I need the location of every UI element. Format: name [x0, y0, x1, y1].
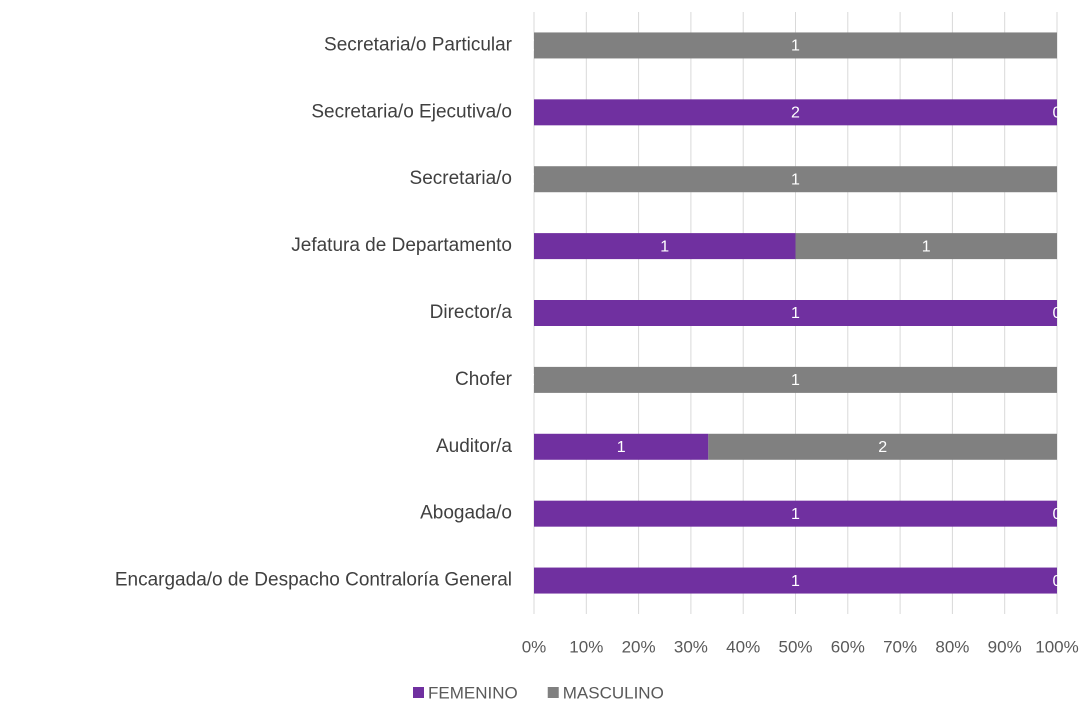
x-tick-label: 40%: [726, 637, 760, 656]
data-label: 2: [878, 439, 887, 456]
bar-segment: [708, 433, 1057, 460]
bar-segment: [534, 433, 709, 460]
legend-swatch: [547, 687, 559, 698]
data-label: 1: [791, 38, 800, 55]
data-label: 1: [791, 372, 800, 389]
data-label: 1: [791, 573, 800, 590]
data-label: 1: [791, 305, 800, 322]
x-tick-label: 30%: [674, 637, 708, 656]
y-tick-label: Auditor/a: [436, 436, 512, 457]
y-tick-label: Encargada/o de Despacho Contraloría Gene…: [115, 570, 512, 591]
x-tick-label: 0%: [522, 637, 547, 656]
data-label: 1: [660, 238, 669, 255]
bar-segment: [795, 233, 1057, 260]
bar-segment: [534, 99, 1057, 126]
data-label: 0: [1053, 105, 1062, 122]
data-label: 1: [617, 439, 626, 456]
bar-segment: [534, 166, 1057, 193]
x-tick-label: 60%: [831, 637, 865, 656]
legend-swatch: [413, 687, 424, 698]
x-tick-label: 80%: [935, 637, 969, 656]
y-tick-label: Secretaria/o: [410, 168, 512, 189]
x-tick-label: 70%: [883, 637, 917, 656]
y-tick-label: Jefatura de Departamento: [291, 235, 512, 256]
x-tick-label: 90%: [988, 637, 1022, 656]
bar-segment: [534, 32, 1057, 59]
x-tick-label: 50%: [778, 637, 812, 656]
y-tick-label: Abogada/o: [420, 503, 512, 524]
bar-segment: [534, 567, 1057, 594]
y-tick-label: Secretaria/o Particular: [324, 34, 513, 55]
bar-segment: [534, 233, 796, 260]
data-label: 2: [791, 105, 800, 122]
legend-label: MASCULINO: [563, 683, 664, 702]
data-label: 0: [1053, 573, 1062, 590]
data-label: 0: [1053, 305, 1062, 322]
y-tick-label: Director/a: [430, 302, 513, 323]
x-tick-label: 10%: [569, 637, 603, 656]
y-tick-label: Chofer: [455, 369, 513, 390]
x-tick-label: 20%: [622, 637, 656, 656]
y-tick-label: Secretaria/o Ejecutiva/o: [311, 101, 512, 122]
data-label: 1: [922, 238, 931, 255]
bar-segment: [534, 300, 1057, 326]
data-label: 1: [791, 171, 800, 188]
x-tick-label: 100%: [1035, 637, 1078, 656]
data-label: 0: [1053, 506, 1062, 523]
bar-segment: [534, 366, 1057, 393]
data-label: 1: [791, 506, 800, 523]
legend-label: FEMENINO: [428, 683, 518, 702]
bar-segment: [534, 500, 1057, 527]
